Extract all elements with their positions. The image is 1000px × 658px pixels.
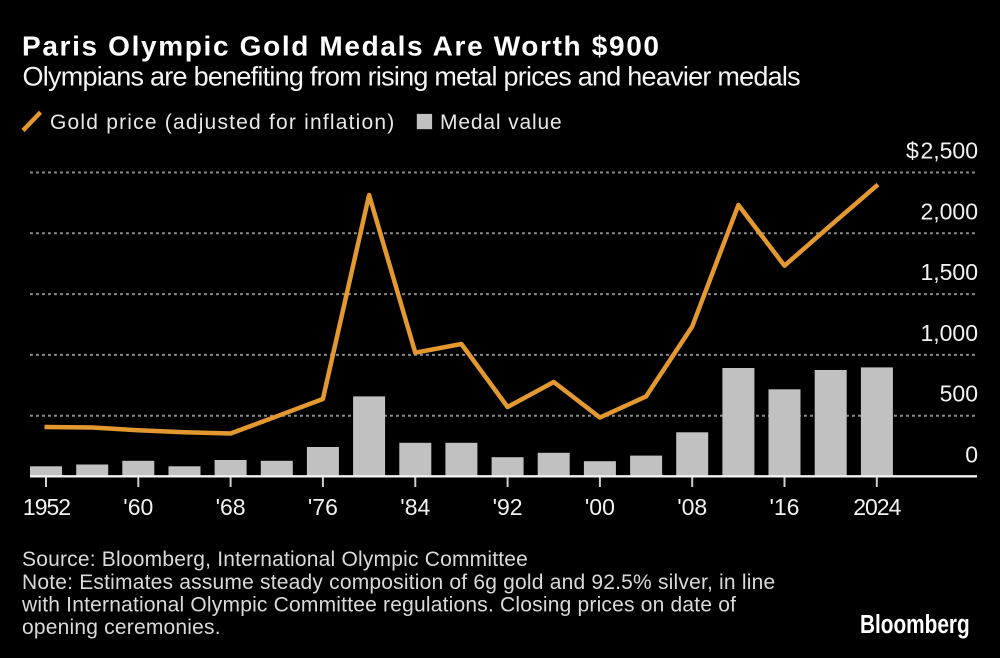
svg-text:1952: 1952 — [23, 494, 70, 520]
svg-text:Paris Olympic Gold Medals Are: Paris Olympic Gold Medals Are Worth $900 — [22, 31, 661, 62]
svg-text:500: 500 — [940, 381, 978, 407]
svg-text:Medal value: Medal value — [440, 111, 563, 134]
svg-text:'84: '84 — [400, 494, 430, 520]
svg-text:'00: '00 — [585, 494, 615, 520]
svg-text:Olympians are benefiting from: Olympians are benefiting from rising met… — [23, 62, 801, 92]
svg-text:Source: Bloomberg, Internation: Source: Bloomberg, International Olympic… — [22, 548, 528, 571]
svg-text:2,000: 2,000 — [920, 198, 978, 224]
svg-text:'60: '60 — [123, 494, 153, 520]
svg-text:'16: '16 — [770, 494, 800, 520]
svg-text:$: $ — [906, 138, 919, 164]
svg-text:Bloomberg: Bloomberg — [860, 610, 970, 639]
svg-text:1,000: 1,000 — [920, 320, 978, 346]
svg-text:Note: Estimates assume steady: Note: Estimates assume steady compositio… — [22, 571, 775, 594]
svg-text:opening ceremonies.: opening ceremonies. — [22, 616, 221, 639]
svg-text:'76: '76 — [308, 494, 338, 520]
svg-text:2,500: 2,500 — [920, 138, 978, 164]
svg-text:0: 0 — [965, 442, 978, 468]
svg-text:with International Olympic Com: with International Olympic Committee reg… — [21, 593, 736, 616]
svg-text:Gold price (adjusted for infla: Gold price (adjusted for inflation) — [50, 111, 396, 134]
svg-text:'92: '92 — [493, 494, 523, 520]
svg-text:2024: 2024 — [853, 494, 901, 520]
svg-text:1,500: 1,500 — [920, 259, 978, 285]
svg-text:'68: '68 — [216, 494, 246, 520]
svg-text:'08: '08 — [677, 494, 707, 520]
